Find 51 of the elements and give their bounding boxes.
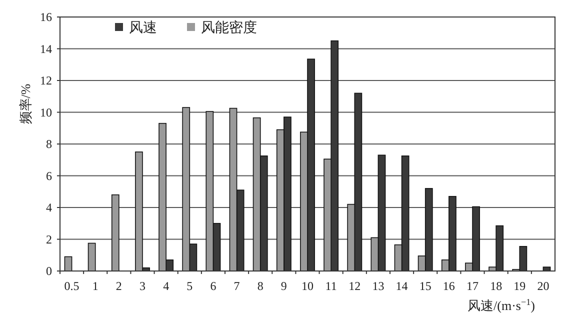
bar [418,256,426,272]
x-axis-title: 风速/(m·s$^{−1}$) [468,297,535,313]
y-tick-label: 4 [46,200,52,214]
y-tick-label: 10 [40,105,52,120]
x-tick-label: 4 [163,279,170,293]
x-tick-label: 2 [116,279,122,293]
legend-label: 风能密度 [201,20,257,36]
y-axis-title: 频率/% [18,84,33,124]
y-tick-label: 16 [40,10,52,24]
bar [441,259,450,272]
x-tick-label: 11 [325,279,337,293]
bar [370,237,379,272]
x-tick-label: 20 [537,279,550,293]
x-tick-label: 3 [140,279,146,293]
y-tick-label: 12 [40,74,52,88]
x-tick-label: 0.5 [64,279,80,293]
bar [229,108,238,272]
x-tick-label: 19 [514,279,526,293]
bar [135,152,143,272]
bar [88,242,96,272]
x-tick-label: 18 [490,279,502,293]
x-tick-label: 5 [186,279,193,293]
x-tick-label: 6 [210,279,216,293]
y-tick-label: 2 [46,232,52,246]
y-tick-label: 0 [46,264,52,278]
bar [465,262,473,272]
x-tick-label: 17 [466,279,478,293]
bar [111,194,120,272]
x-tick-label: 12 [348,279,361,293]
y-tick-label: 6 [46,168,52,183]
y-tick-label: 14 [40,42,52,56]
x-tick-label: 13 [372,279,384,293]
x-tick-label: 9 [280,279,287,293]
bar [324,158,332,272]
x-tick-label: 7 [234,279,240,293]
legend-label: 风速 [129,20,157,36]
x-tick-label: 8 [257,279,264,293]
bar [394,244,402,272]
bar [206,111,214,272]
bar [347,204,356,272]
x-tick-label: 15 [419,279,432,293]
bar [252,117,261,272]
x-tick-label: 10 [302,279,314,293]
bar [300,132,308,272]
bar [182,107,190,272]
y-tick-label: 8 [46,137,52,151]
bar [276,129,284,272]
x-tick-label: 14 [396,279,408,293]
x-tick-label: 16 [442,279,455,293]
x-tick-label: 1 [92,279,98,293]
bar [158,122,166,272]
